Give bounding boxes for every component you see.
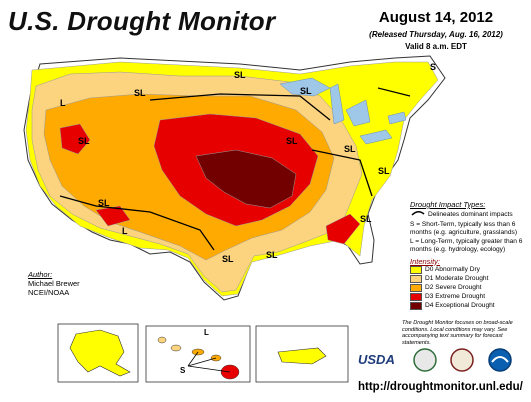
label-sl: SL xyxy=(360,214,372,224)
d4-region xyxy=(195,149,297,209)
intensity-heading: Intensity: xyxy=(410,256,441,266)
puerto-rico-inset-frame xyxy=(255,325,349,383)
legend-swatch xyxy=(410,266,422,275)
short-term-note: S = Short-Term, typically less than 6 mo… xyxy=(410,221,518,236)
label-sl: SL xyxy=(344,144,356,154)
label-sl: SL xyxy=(78,136,90,146)
impact-lines xyxy=(59,87,411,251)
long-term-note: L = Long-Term, typically greater than 6 … xyxy=(410,238,523,253)
label-sl: SL xyxy=(134,88,146,98)
noaa-gull xyxy=(491,356,509,363)
label-sl: SL xyxy=(98,198,110,208)
alaska-inset-frame xyxy=(57,323,139,383)
impact-types-heading: Drought Impact Types: xyxy=(410,200,486,209)
release-note: (Released Thursday, Aug. 16, 2012) xyxy=(369,30,503,39)
author-name: Michael Brewer xyxy=(28,279,80,288)
label-l: L xyxy=(60,98,66,108)
impact-line-label: Delineates dominant impacts xyxy=(428,210,513,218)
legend-swatch xyxy=(410,275,422,284)
legend-impact-line-sample xyxy=(411,211,425,216)
alaska-shape xyxy=(69,329,131,377)
author-heading: Author: xyxy=(28,270,53,279)
author-org: NCEI/NOAA xyxy=(28,288,70,297)
usda-logo: USDA xyxy=(358,352,395,367)
legend: Drought Impact Types: Delineates dominan… xyxy=(410,200,528,311)
disclaimer-note: The Drought Monitor focuses on broad-sca… xyxy=(402,320,513,346)
label-sl: SL xyxy=(286,136,298,146)
puerto-rico-shape xyxy=(277,347,327,365)
nrcs-logo xyxy=(413,348,437,372)
label-l: L xyxy=(122,226,128,236)
legend-level-row: D2 Severe Drought xyxy=(410,284,528,293)
label-s: S xyxy=(180,366,186,375)
legend-level-row: D1 Moderate Drought xyxy=(410,275,528,284)
legend-level-label: D4 Exceptional Drought xyxy=(425,302,495,310)
hawaii-island-2 xyxy=(170,344,182,352)
map-date: August 14, 2012 xyxy=(378,9,494,26)
hawaii-impact-lines xyxy=(187,351,231,373)
label-sl: SL xyxy=(234,70,246,80)
legend-level-label: D3 Extreme Drought xyxy=(425,293,486,301)
label-sl: SL xyxy=(266,250,278,260)
noaa-logo xyxy=(488,348,512,372)
intensity-levels: D0 Abnormally Dry D1 Moderate Drought D2 S… xyxy=(410,266,528,311)
great-lakes xyxy=(279,77,407,145)
source-url[interactable]: http://droughtmonitor.unl.edu/ xyxy=(358,381,523,393)
legend-swatch xyxy=(410,302,422,311)
legend-level-label: D2 Severe Drought xyxy=(425,284,482,292)
label-sl: SL xyxy=(300,86,312,96)
legend-swatch xyxy=(410,284,422,293)
author-block: Author: Michael Brewer NCEI/NOAA xyxy=(28,270,80,297)
label-l: L xyxy=(204,328,209,337)
label-sl: SL xyxy=(222,254,234,264)
page-title: U.S. Drought Monitor xyxy=(8,6,276,36)
unl-logo xyxy=(450,348,474,372)
valid-time: Valid 8 a.m. EDT xyxy=(405,42,467,51)
legend-level-label: D0 Abnormally Dry xyxy=(425,266,480,274)
label-sl: SL xyxy=(378,166,390,176)
hawaii-island-1 xyxy=(157,336,167,344)
legend-level-row: D4 Exceptional Drought xyxy=(410,302,528,311)
legend-level-row: D3 Extreme Drought xyxy=(410,293,528,302)
label-s: S xyxy=(430,62,437,72)
hawaii-inset-frame xyxy=(145,325,251,383)
legend-swatch xyxy=(410,293,422,302)
legend-level-row: D0 Abnormally Dry xyxy=(410,266,528,275)
legend-level-label: D1 Moderate Drought xyxy=(425,275,489,283)
